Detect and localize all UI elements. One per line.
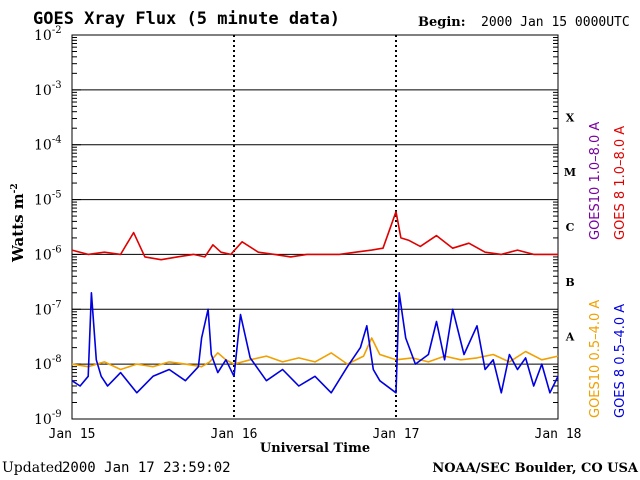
legend-goes10-long: GOES10 1.0–8.0 A xyxy=(588,122,603,240)
legend-goes10-short: GOES10 0.5–4.0 A xyxy=(588,300,603,418)
decade-gridlines xyxy=(72,89,558,365)
plot-area xyxy=(71,34,559,420)
legend-goes8-short: GOES 8 0.5–4.0 A xyxy=(613,304,628,418)
x-tick-labels: Jan 15 Jan 16 Jan 17 Jan 18 xyxy=(49,427,582,442)
updated-value: 2000 Jan 17 23:59:02 xyxy=(62,460,231,476)
y-axis-title-exp: -2 xyxy=(10,183,20,193)
flare-class-c: C xyxy=(566,221,575,234)
y-tick-base: 10 xyxy=(34,357,52,373)
series-goes-8-0-5-4-0-a xyxy=(71,291,559,394)
y-tick-label: 10-7 xyxy=(34,299,62,318)
x-tick-label: Jan 17 xyxy=(373,427,420,442)
y-tick-label: 10-6 xyxy=(34,244,62,263)
flare-class-m: M xyxy=(564,166,576,179)
y-tick-label: 10-2 xyxy=(34,25,62,44)
series-lines xyxy=(71,210,559,394)
chart-title: GOES Xray Flux (5 minute data) xyxy=(33,9,340,29)
begin-label: Begin: xyxy=(418,15,466,30)
y-tick-base: 10 xyxy=(34,193,52,209)
day-separators xyxy=(233,35,397,419)
flare-class-b: B xyxy=(565,276,574,289)
y-tick-labels: 10-910-810-710-610-510-410-310-2 xyxy=(34,25,62,428)
y-tick-exponent: -7 xyxy=(52,299,62,310)
flare-class-x: X xyxy=(566,111,575,124)
y-tick-base: 10 xyxy=(34,412,52,428)
series-goes10-0-5-4-0-a xyxy=(71,337,559,371)
y-tick-base: 10 xyxy=(34,83,52,99)
updated-label: Updated xyxy=(2,460,63,476)
y-tick-exponent: -9 xyxy=(52,409,62,420)
legend-goes8-long: GOES 8 1.0–8.0 A xyxy=(613,126,628,240)
y-tick-base: 10 xyxy=(34,302,52,318)
y-tick-base: 10 xyxy=(34,247,52,263)
begin-value: 2000 Jan 15 0000UTC xyxy=(481,15,630,30)
y-tick-label: 10-9 xyxy=(34,409,62,428)
y-tick-exponent: -2 xyxy=(52,25,62,36)
y-tick-exponent: -4 xyxy=(52,135,62,146)
y-tick-exponent: -6 xyxy=(52,244,62,255)
x-axis-title: Universal Time xyxy=(260,441,370,456)
y-tick-label: 10-4 xyxy=(34,135,62,154)
y-tick-exponent: -5 xyxy=(52,190,62,201)
x-tick-label: Jan 15 xyxy=(49,427,96,442)
flare-class-a: A xyxy=(565,331,575,344)
flare-class-labels: A B C M X xyxy=(564,111,576,343)
y-tick-exponent: -3 xyxy=(52,80,62,91)
series-goes-8-1-0-8-0-a xyxy=(71,210,558,261)
y-tick-label: 10-8 xyxy=(34,354,62,373)
y-axis-title: Watts m-2 xyxy=(9,183,27,263)
y-tick-exponent: -8 xyxy=(52,354,62,365)
y-tick-label: 10-3 xyxy=(34,80,62,99)
data-source: NOAA/SEC Boulder, CO USA xyxy=(432,461,639,476)
y-tick-base: 10 xyxy=(34,28,52,44)
y-axis-title-base: Watts m xyxy=(9,193,27,263)
x-tick-label: Jan 16 xyxy=(211,427,258,442)
y-tick-base: 10 xyxy=(34,138,52,154)
x-tick-label: Jan 18 xyxy=(535,427,582,442)
y-tick-label: 10-5 xyxy=(34,190,62,209)
